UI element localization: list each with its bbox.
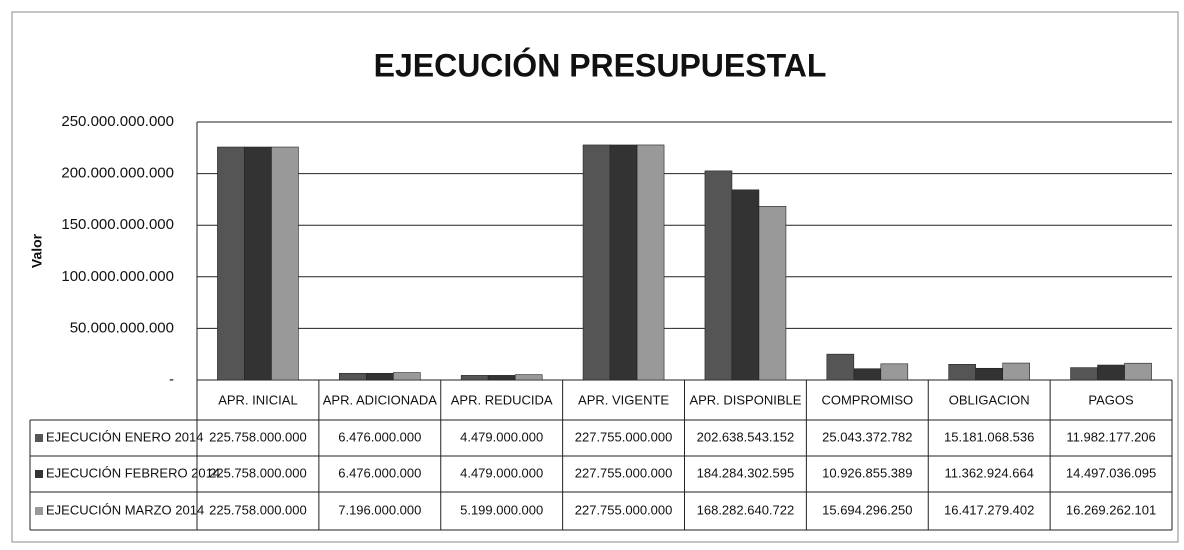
- table-value: 10.926.855.389: [822, 465, 912, 480]
- bar: [731, 189, 760, 381]
- legend-label: EJECUCIÓN ENERO 2014: [46, 429, 204, 444]
- table-value: 227.755.000.000: [575, 429, 673, 444]
- table-value: 14.497.036.095: [1066, 465, 1156, 480]
- bar: [217, 146, 245, 381]
- bar: [975, 367, 1003, 381]
- chart-title: EJECUCIÓN PRESUPUESTAL: [374, 47, 827, 83]
- y-tick-label: 200.000.000.000: [61, 165, 174, 182]
- frame: [11, 11, 1179, 543]
- table-value: 5.199.000.000: [460, 502, 543, 517]
- bar: [487, 375, 516, 381]
- table-value: 16.417.279.402: [944, 502, 1034, 517]
- x-tick-label: PAGOS: [1088, 392, 1134, 407]
- bar: [826, 353, 855, 381]
- table-value: 227.755.000.000: [575, 502, 673, 517]
- bar: [393, 372, 421, 381]
- y-axis-label: Valor: [29, 233, 45, 268]
- bar: [244, 146, 272, 381]
- bar: [853, 368, 882, 381]
- x-tick-label: APR. VIGENTE: [578, 392, 669, 407]
- bar: [460, 375, 489, 381]
- table-value: 202.638.543.152: [697, 429, 795, 444]
- table-value: 25.043.372.782: [822, 429, 912, 444]
- bar: [636, 144, 665, 381]
- legend-swatch: [35, 434, 43, 442]
- x-tick-label: APR. INICIAL: [218, 392, 297, 407]
- table-value: 6.476.000.000: [338, 465, 421, 480]
- bar: [609, 144, 638, 381]
- x-tick-label: APR. REDUCIDA: [451, 392, 553, 407]
- table-value: 15.694.296.250: [822, 502, 912, 517]
- x-tick-label: OBLIGACION: [949, 392, 1030, 407]
- x-tick-label: COMPROMISO: [821, 392, 913, 407]
- bar: [1070, 367, 1098, 381]
- table-value: 225.758.000.000: [209, 502, 307, 517]
- bar: [758, 206, 787, 381]
- x-tick-label: APR. ADICIONADA: [323, 392, 437, 407]
- bar: [948, 364, 976, 381]
- table-value: 225.758.000.000: [209, 465, 307, 480]
- bar: [1124, 362, 1152, 381]
- legend-swatch: [35, 507, 43, 515]
- table-value: 11.362.924.664: [944, 465, 1033, 480]
- x-tick-label: APR. DISPONIBLE: [689, 392, 801, 407]
- legend-label: EJECUCIÓN FEBRERO 2014: [46, 465, 220, 480]
- bar: [1002, 362, 1030, 381]
- bar: [271, 146, 299, 381]
- table-value: 225.758.000.000: [209, 429, 307, 444]
- bar: [366, 373, 394, 381]
- y-tick-label: 150.000.000.000: [61, 216, 174, 233]
- table-value: 7.196.000.000: [338, 502, 421, 517]
- table-value: 11.982.177.206: [1066, 429, 1155, 444]
- bar: [514, 374, 543, 381]
- table-value: 15.181.068.536: [944, 429, 1034, 444]
- y-tick-label: 250.000.000.000: [61, 113, 174, 130]
- bar: [704, 170, 733, 381]
- bar: [339, 373, 367, 381]
- bar: [582, 144, 611, 381]
- bar: [880, 363, 909, 381]
- table-value: 4.479.000.000: [460, 465, 543, 480]
- table-value: 16.269.262.101: [1066, 502, 1156, 517]
- legend-swatch: [35, 470, 43, 478]
- y-tick-label: 50.000.000.000: [70, 319, 174, 336]
- table-value: 4.479.000.000: [460, 429, 543, 444]
- y-tick-label: 100.000.000.000: [61, 268, 174, 285]
- table-value: 6.476.000.000: [338, 429, 421, 444]
- table-value: 227.755.000.000: [575, 465, 673, 480]
- legend-label: EJECUCIÓN MARZO 2014: [46, 502, 204, 517]
- table-value: 168.282.640.722: [697, 502, 795, 517]
- y-tick-label: -: [169, 371, 174, 388]
- table-value: 184.284.302.595: [697, 465, 795, 480]
- bar: [1097, 364, 1125, 381]
